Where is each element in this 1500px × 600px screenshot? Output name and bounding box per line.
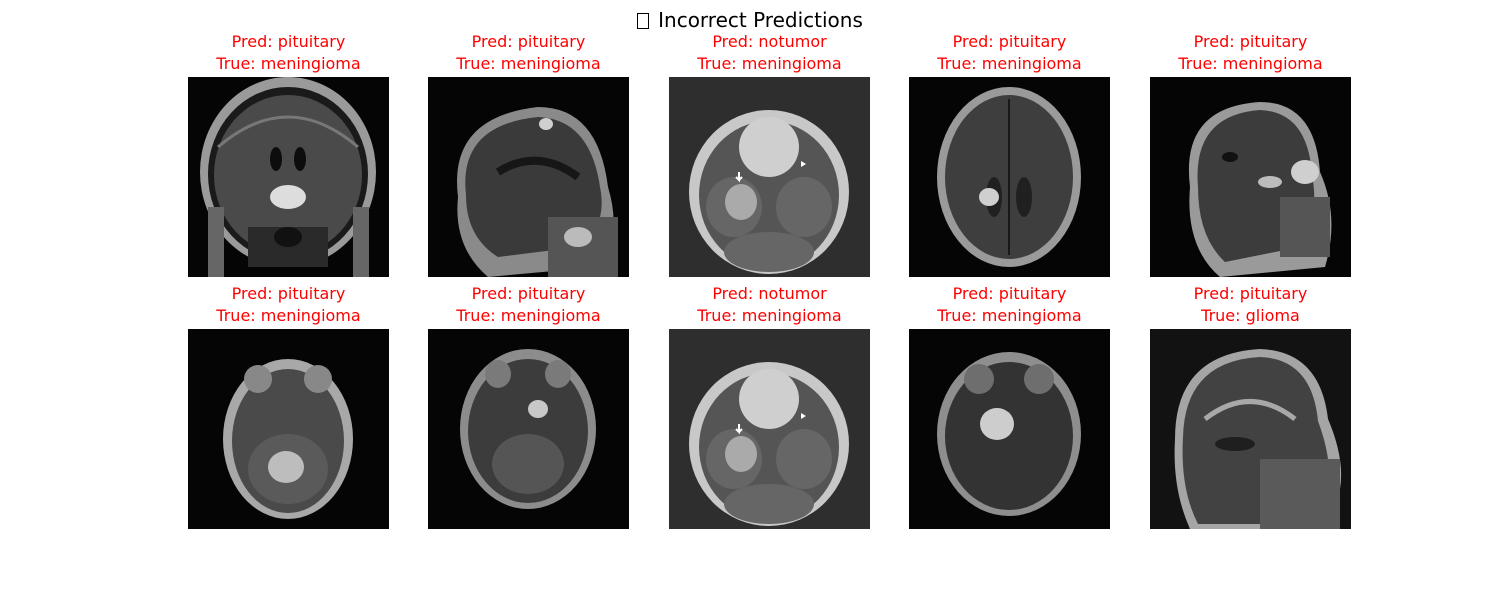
true-label: True: meningioma [697, 306, 842, 325]
true-label: True: meningioma [456, 54, 601, 73]
true-label: True: glioma [1201, 306, 1300, 325]
panel-caption: Pred: pituitary True: meningioma [388, 283, 669, 327]
pred-label: Pred: notumor [712, 284, 827, 303]
panel-caption: Pred: pituitary True: meningioma [148, 31, 429, 75]
pred-label: Pred: pituitary [471, 32, 586, 51]
true-label: True: meningioma [216, 306, 361, 325]
true-label: True: meningioma [216, 54, 361, 73]
panel-caption: Pred: notumor True: meningioma [629, 31, 910, 75]
mri-scan-image [1150, 77, 1351, 277]
mri-scan-image [188, 77, 389, 277]
true-label: True: meningioma [937, 306, 1082, 325]
panel-caption: Pred: pituitary True: glioma [1110, 283, 1391, 327]
pred-label: Pred: notumor [712, 32, 827, 51]
mri-scan-image [428, 77, 629, 277]
figure-title-text: Incorrect Predictions [658, 8, 863, 32]
pred-label: Pred: pituitary [952, 32, 1067, 51]
mri-scan-image [909, 77, 1110, 277]
mri-scan-image [428, 329, 629, 529]
mri-scan-image [669, 329, 870, 529]
true-label: True: meningioma [456, 306, 601, 325]
figure-title: Incorrect Predictions [0, 8, 1500, 32]
mri-scan-image [1150, 329, 1351, 529]
true-label: True: meningioma [1178, 54, 1323, 73]
pred-label: Pred: pituitary [1193, 284, 1308, 303]
pred-label: Pred: pituitary [231, 32, 346, 51]
mri-scan-image [188, 329, 389, 529]
mri-scan-image [669, 77, 870, 277]
true-label: True: meningioma [697, 54, 842, 73]
true-label: True: meningioma [937, 54, 1082, 73]
pred-label: Pred: pituitary [471, 284, 586, 303]
mri-scan-image [909, 329, 1110, 529]
pred-label: Pred: pituitary [231, 284, 346, 303]
pred-label: Pred: pituitary [1193, 32, 1308, 51]
panel-caption: Pred: pituitary True: meningioma [869, 31, 1150, 75]
panel-caption: Pred: notumor True: meningioma [629, 283, 910, 327]
panel-caption: Pred: pituitary True: meningioma [869, 283, 1150, 327]
panel-caption: Pred: pituitary True: meningioma [388, 31, 669, 75]
missing-glyph-icon [637, 13, 650, 29]
panel-caption: Pred: pituitary True: meningioma [1110, 31, 1391, 75]
panel-caption: Pred: pituitary True: meningioma [148, 283, 429, 327]
pred-label: Pred: pituitary [952, 284, 1067, 303]
